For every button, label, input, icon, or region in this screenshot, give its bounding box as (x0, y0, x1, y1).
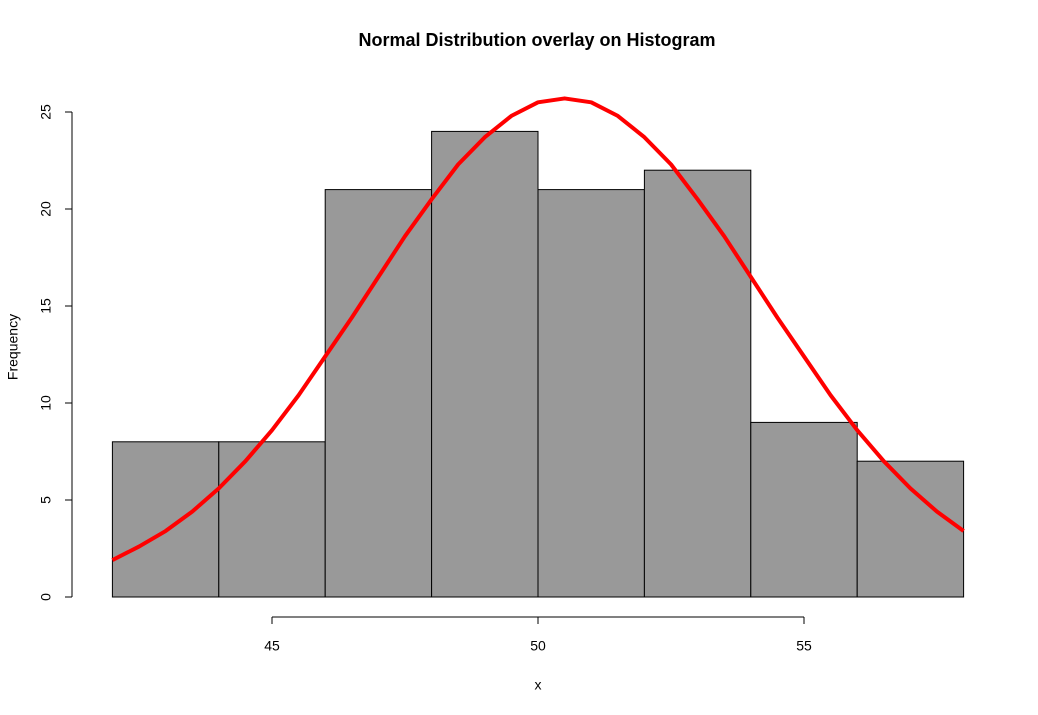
y-axis-label: Frequency (5, 314, 21, 380)
x-tick-label: 45 (264, 638, 280, 654)
y-tick-label: 15 (38, 298, 54, 314)
x-tick-label: 55 (796, 638, 812, 654)
bar (643, 169, 752, 598)
y-tick-label: 20 (38, 201, 54, 217)
y-tick-label: 0 (38, 593, 54, 601)
bar (218, 441, 326, 598)
bar (111, 441, 220, 598)
bar (324, 189, 433, 598)
y-tick-label: 10 (38, 395, 54, 411)
normal-curve (111, 96, 965, 562)
x-axis-label: x (535, 677, 542, 693)
chart-title: Normal Distribution overlay on Histogram (358, 30, 715, 50)
x-tick-label: 50 (530, 638, 546, 654)
y-tick-label: 25 (38, 104, 54, 120)
bar (431, 130, 539, 598)
y-tick-label: 5 (38, 496, 54, 504)
bar (537, 189, 645, 598)
bar (750, 421, 858, 598)
bar (856, 460, 965, 598)
